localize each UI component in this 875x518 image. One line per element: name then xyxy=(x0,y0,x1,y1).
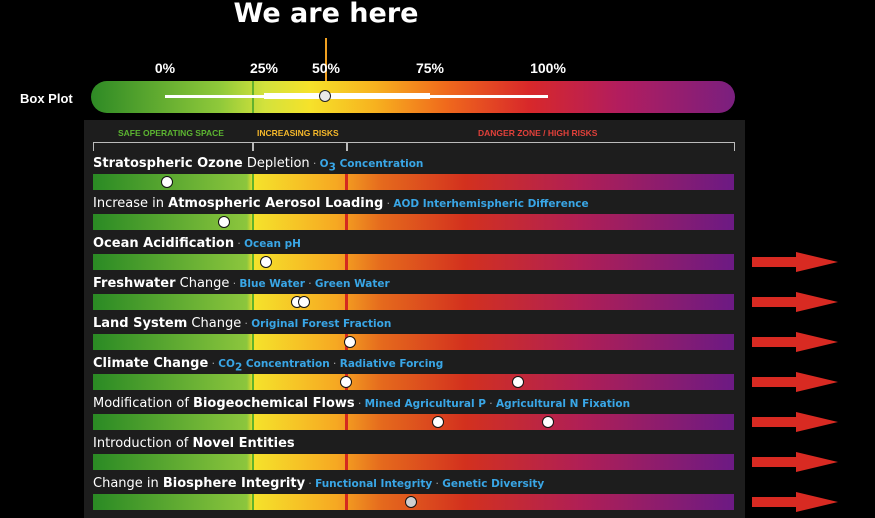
off-scale-arrow-icon xyxy=(752,492,838,512)
indicator-2: Agricultural N Fixation xyxy=(495,398,631,410)
zone-bracket-increasing xyxy=(253,142,347,151)
boundary-bar-6 xyxy=(93,414,734,430)
indicator-1: Functional Integrity xyxy=(315,478,433,490)
indicator-2: Green Water xyxy=(314,278,390,290)
data-point xyxy=(340,376,353,388)
data-point xyxy=(404,496,417,508)
indicator-1-subscript: 3 xyxy=(328,161,336,174)
data-point xyxy=(260,256,273,268)
zone-label-danger: DANGER ZONE / HIGH RISKS xyxy=(478,128,598,138)
off-scale-arrow-icon xyxy=(752,252,838,272)
data-point xyxy=(161,176,173,188)
boundary-bar-3 xyxy=(93,294,734,310)
boundary-bar-4 xyxy=(93,334,734,350)
title-bold: Novel Entities xyxy=(192,436,295,451)
indicator-1: CO xyxy=(218,358,235,370)
boundary-bar-5 xyxy=(93,374,734,390)
separator: · xyxy=(234,238,245,250)
indicator-2: Radiative Forcing xyxy=(339,358,444,370)
off-scale-arrow-icon xyxy=(752,292,838,312)
separator: · xyxy=(241,318,252,330)
indicator-1: Mined Agricultural P xyxy=(364,398,486,410)
boxplot-median-point xyxy=(319,90,331,102)
data-point xyxy=(298,296,311,308)
boxplot-iqr-box xyxy=(264,93,430,99)
separator: · xyxy=(229,278,240,290)
boundary-title-2: Ocean Acidification · Ocean pH xyxy=(93,236,301,251)
separator: · xyxy=(383,198,394,210)
zone-bracket-danger xyxy=(347,142,735,151)
title-suffix: Change xyxy=(187,316,242,331)
boundary-title-8: Change in Biosphere Integrity · Function… xyxy=(93,476,544,491)
indicator-1-subscript: 2 xyxy=(234,361,243,374)
boundary-bar-7 xyxy=(93,454,734,470)
tick-label-25: 25% xyxy=(249,60,279,76)
off-scale-arrow-icon xyxy=(752,372,838,392)
zone-bracket-safe xyxy=(93,142,253,151)
title-prefix: Change in xyxy=(93,476,163,491)
title-suffix: Change xyxy=(175,276,230,291)
indicator-1: O xyxy=(319,158,329,170)
tick-label-50: 50% xyxy=(311,60,341,76)
title-bold: Climate Change xyxy=(93,356,209,371)
tick-label-75: 75% xyxy=(415,60,445,76)
off-scale-arrow-icon xyxy=(752,412,838,432)
title-bold: Stratospheric Ozone xyxy=(93,156,243,171)
indicator-1: AOD Interhemispheric Difference xyxy=(393,198,589,210)
separator: · xyxy=(485,398,496,410)
boundary-bar-2 xyxy=(93,254,734,270)
boundary-title-1: Increase in Atmospheric Aerosol Loading … xyxy=(93,196,589,211)
separator: · xyxy=(309,158,320,170)
tick-label-100: 100% xyxy=(530,60,566,76)
headline: We are here xyxy=(233,0,419,29)
here-pointer xyxy=(325,38,327,90)
tick-label-0: 0% xyxy=(154,60,176,76)
boundary-bar-0 xyxy=(93,174,734,190)
boundary-title-3: Freshwater Change · Blue Water · Green W… xyxy=(93,276,390,291)
zone-label-increasing: INCREASING RISKS xyxy=(257,128,339,138)
separator: · xyxy=(305,478,316,490)
title-bold: Land System xyxy=(93,316,188,331)
boundary-title-7: Introduction of Novel Entities xyxy=(93,436,295,451)
indicator-1-suffix: Concentration xyxy=(335,158,424,170)
title-bold: Biosphere Integrity xyxy=(162,476,306,491)
data-point xyxy=(343,336,356,348)
title-prefix: Increase in xyxy=(93,196,169,211)
separator: · xyxy=(432,478,443,490)
title-prefix: Introduction of xyxy=(93,436,193,451)
indicator-1: Blue Water xyxy=(239,278,305,290)
boundary-title-0: Stratospheric Ozone Depletion · O3 Conce… xyxy=(93,156,423,174)
separator: · xyxy=(304,278,315,290)
off-scale-arrow-icon xyxy=(752,332,838,352)
boxplot-label: Box Plot xyxy=(20,91,73,106)
indicator-1: Original Forest Fraction xyxy=(251,318,392,330)
title-suffix: Depletion xyxy=(242,156,310,171)
data-point xyxy=(218,216,231,228)
boundary-title-4: Land System Change · Original Forest Fra… xyxy=(93,316,391,331)
title-prefix: Modification of xyxy=(93,396,194,411)
boundary-title-5: Climate Change · CO2 Concentration · Rad… xyxy=(93,356,443,374)
off-scale-arrow-icon xyxy=(752,452,838,472)
data-point xyxy=(431,416,444,428)
separator: · xyxy=(329,358,340,370)
title-bold: Atmospheric Aerosol Loading xyxy=(168,196,384,211)
boundary-bar-1 xyxy=(93,214,734,230)
data-point xyxy=(542,416,554,428)
data-point xyxy=(511,376,524,388)
separator: · xyxy=(354,398,365,410)
indicator-1-suffix: Concentration xyxy=(242,358,330,370)
boundary-title-6: Modification of Biogeochemical Flows · M… xyxy=(93,396,630,411)
zone-label-safe: SAFE OPERATING SPACE xyxy=(118,128,224,138)
indicator-1: Ocean pH xyxy=(244,238,301,250)
indicator-2: Genetic Diversity xyxy=(442,478,545,490)
title-bold: Biogeochemical Flows xyxy=(193,396,355,411)
title-bold: Freshwater xyxy=(93,276,176,291)
title-bold: Ocean Acidification xyxy=(93,236,235,251)
separator: · xyxy=(208,358,219,370)
